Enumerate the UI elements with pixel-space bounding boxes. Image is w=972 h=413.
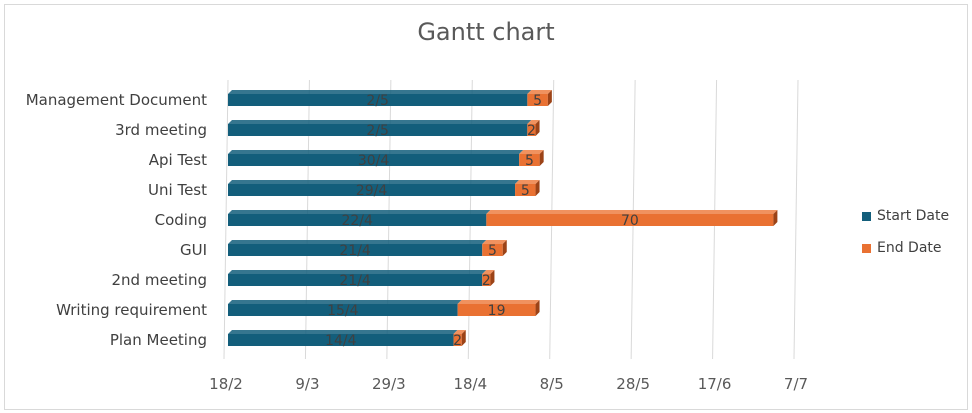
bar-start-date-top [228, 300, 462, 304]
bar-end-date-top [482, 240, 507, 244]
bar-start-date [228, 94, 528, 106]
bar-end-date [486, 214, 774, 226]
legend-swatch-start-date [862, 211, 871, 221]
bar-start-date [228, 124, 528, 136]
bar-end-date [527, 94, 548, 106]
bar-end-date [482, 274, 491, 286]
data-label-end-date: 5 [521, 183, 530, 199]
bar-start-date-top [228, 150, 524, 154]
data-label-end-date: 2 [482, 273, 491, 289]
chart-frame [4, 4, 968, 410]
data-label-start-date: 29/4 [356, 183, 388, 199]
data-label-end-date: 5 [488, 243, 497, 259]
category-label: 2nd meeting [112, 271, 208, 289]
bar-start-date-top [228, 210, 491, 214]
bar-start-date [228, 304, 458, 316]
category-label: Writing requirement [56, 301, 207, 319]
gridline [223, 79, 229, 360]
x-tick-label: 18/2 [209, 375, 243, 393]
bar-end-date-side [490, 270, 495, 286]
bar-end-date [453, 334, 462, 346]
x-tick-label: 9/3 [295, 375, 319, 393]
data-label-start-date: 15/4 [327, 303, 359, 319]
bar-end-date-side [461, 330, 466, 346]
bar-end-date [515, 184, 536, 196]
bar-end-date-top [515, 180, 540, 184]
bar-start-date-top [228, 180, 520, 184]
bar-start-date [228, 154, 520, 166]
bar-end-date-top [482, 270, 495, 274]
bar-end-date [482, 244, 503, 256]
bar-end-date-side [535, 120, 540, 136]
chart-legend: Start Date End Date [862, 205, 949, 269]
bar-start-date-top [228, 270, 487, 274]
bar-end-date [457, 304, 536, 316]
legend-item-start-date: Start Date [862, 205, 949, 227]
data-label-end-date: 2 [453, 333, 462, 349]
data-label-end-date: 2 [527, 123, 536, 139]
bar-end-date-top [527, 120, 540, 124]
bar-end-date-side [502, 240, 507, 256]
bar-end-date-side [535, 300, 540, 316]
data-label-start-date: 21/4 [339, 243, 371, 259]
legend-label-start-date: Start Date [877, 208, 950, 224]
bar-end-date [519, 154, 540, 166]
x-tick-label: 17/6 [698, 375, 732, 393]
bar-end-date-side [547, 90, 552, 106]
data-label-start-date: 21/4 [339, 273, 371, 289]
x-tick-label: 29/3 [372, 375, 406, 393]
bar-start-date-top [228, 90, 532, 94]
category-label: Plan Meeting [110, 331, 207, 349]
category-label: Coding [155, 211, 207, 229]
bar-end-date-top [457, 300, 540, 304]
category-label: 3rd meeting [115, 121, 207, 139]
data-label-end-date: 5 [533, 93, 542, 109]
legend-item-end-date: End Date [862, 237, 949, 259]
bar-start-date-top [228, 120, 532, 124]
x-tick-label: 7/7 [784, 375, 808, 393]
bar-end-date-top [453, 330, 466, 334]
data-label-start-date: 2/5 [366, 93, 389, 109]
category-label: GUI [180, 241, 207, 259]
gridline [793, 79, 799, 360]
bar-start-date-top [228, 240, 487, 244]
legend-label-end-date: End Date [877, 240, 942, 256]
data-label-start-date: 22/4 [341, 213, 373, 229]
legend-swatch-end-date [862, 243, 871, 253]
category-label: Management Document [26, 91, 207, 109]
bar-start-date-top [228, 330, 458, 334]
category-label: Api Test [149, 151, 207, 169]
data-label-start-date: 14/4 [325, 333, 357, 349]
bar-end-date [527, 124, 536, 136]
bar-end-date-side [535, 180, 540, 196]
data-label-start-date: 30/4 [358, 153, 390, 169]
data-label-start-date: 2/5 [366, 123, 389, 139]
x-tick-label: 8/5 [540, 375, 564, 393]
bar-end-date-top [527, 90, 552, 94]
bar-end-date-top [519, 150, 544, 154]
bar-start-date [228, 214, 487, 226]
bar-end-date-side [773, 210, 778, 226]
bar-end-date-top [486, 210, 778, 214]
bar-start-date [228, 274, 483, 286]
bar-start-date [228, 244, 483, 256]
bar-end-date-side [539, 150, 544, 166]
chart-title: Gantt chart [417, 18, 555, 46]
bar-start-date [228, 334, 454, 346]
data-label-end-date: 19 [488, 303, 506, 319]
category-label: Uni Test [148, 181, 207, 199]
x-tick-label: 18/4 [453, 375, 487, 393]
bar-start-date [228, 184, 516, 196]
data-label-end-date: 70 [621, 213, 639, 229]
data-label-end-date: 5 [525, 153, 534, 169]
x-tick-label: 28/5 [616, 375, 650, 393]
